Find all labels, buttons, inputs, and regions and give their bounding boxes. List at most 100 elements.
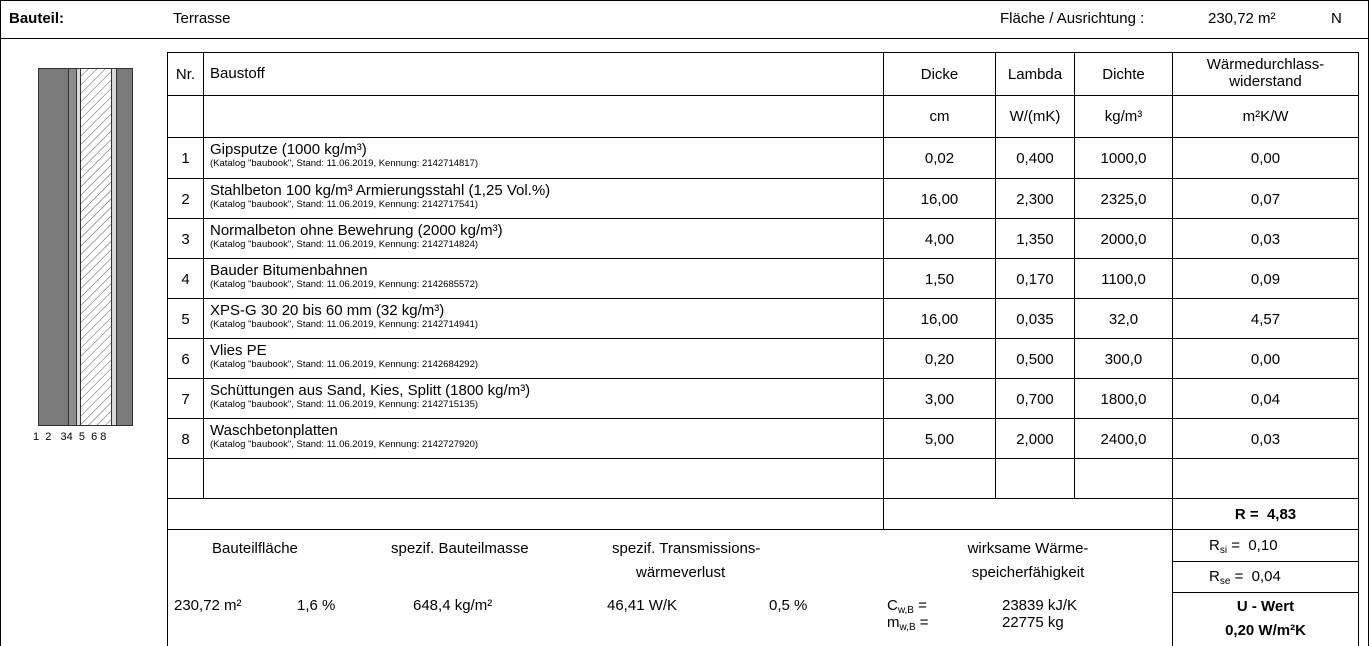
r-total-divider <box>167 529 1359 530</box>
rsi-symbol: R <box>1209 537 1220 554</box>
layer-material-name: XPS-G 30 20 bis 60 mm (32 kg/m³) <box>210 302 445 319</box>
layer-2-fill <box>38 68 69 426</box>
orientation-value: N <box>1331 10 1342 27</box>
layer-material-name: Waschbetonplatten <box>210 422 338 439</box>
rse-symbol: R <box>1209 568 1220 585</box>
layer-density: 2000,0 <box>1100 230 1147 248</box>
summary-transmission-label-2: wärmeverlust <box>636 564 726 581</box>
unit-resistance: m²K/W <box>1242 108 1289 125</box>
layer-number-labels: 1 2 34 5 6 8 <box>33 431 107 443</box>
row-divider <box>167 458 1359 459</box>
layer-material-catalog: (Katalog "baubook", Stand: 11.06.2019, K… <box>210 399 479 410</box>
layer-3-fill <box>68 68 77 426</box>
summary-mass-label: spezif. Bauteilmasse <box>391 540 529 557</box>
frame-left <box>0 0 1 646</box>
header-divider <box>0 38 1369 39</box>
layer-density: 300,0 <box>1104 350 1143 368</box>
layer-thickness: 0,02 <box>924 149 955 167</box>
summary-mass-value: 648,4 kg/m² <box>413 597 493 614</box>
col-density-divider <box>1172 52 1173 646</box>
layer-material: Waschbetonplatten (Katalog "baubook", Sta… <box>210 422 880 450</box>
layer-8-fill <box>116 68 133 426</box>
u-value-label: U - Wert <box>1236 598 1295 615</box>
row-divider <box>167 298 1359 299</box>
layer-7-fill <box>111 68 117 426</box>
summary-transmission-value: 46,41 W/K <box>607 597 678 614</box>
col-header-lambda: Lambda <box>1007 65 1063 83</box>
r-total: R = 4,83 <box>1173 499 1358 529</box>
unit-lambda: W/(mK) <box>1009 108 1061 125</box>
layer-thickness: 4,00 <box>924 230 955 248</box>
layer-lambda: 0,500 <box>1016 350 1054 368</box>
layer-material-name: Gipsputze (1000 kg/m³) <box>210 141 367 158</box>
layer-material-catalog: (Katalog "baubook", Stand: 11.06.2019, K… <box>210 359 479 370</box>
layer-resistance: 0,00 <box>1250 350 1281 368</box>
layer-thickness: 16,00 <box>920 190 959 208</box>
layer-nr: 4 <box>181 270 190 288</box>
layer-material-name: Stahlbeton 100 kg/m³ Armierungsstahl (1,… <box>210 182 551 199</box>
table-top <box>167 52 1359 53</box>
layer-lambda: 0,035 <box>1016 310 1054 328</box>
summary-area-percent: 1,6 % <box>297 597 336 614</box>
layer-material: Stahlbeton 100 kg/m³ Armierungsstahl (1,… <box>210 182 880 210</box>
row-divider <box>167 258 1359 259</box>
mwb-equals: = <box>919 614 929 631</box>
col-header-resistance-line2: widerstand <box>1229 73 1302 90</box>
layer-material: Normalbeton ohne Bewehrung (2000 kg/m³)(… <box>210 222 880 250</box>
layer-thickness: 1,50 <box>924 270 955 288</box>
layer-resistance: 0,03 <box>1250 230 1281 248</box>
layer-density: 1100,0 <box>1101 270 1146 288</box>
layer-nr: 1 <box>181 149 190 167</box>
unit-thickness: cm <box>929 108 950 125</box>
layer-material-name: Schüttungen aus Sand, Kies, Splitt (1800… <box>210 382 531 399</box>
table-left <box>167 52 168 646</box>
layer-resistance: 0,09 <box>1250 270 1281 288</box>
layer-material-catalog: (Katalog "baubook", Stand: 11.06.2019, K… <box>210 279 479 290</box>
cwb-equals: = <box>918 597 927 614</box>
layer-resistance: 0,03 <box>1250 430 1281 448</box>
component-label: Bauteil: <box>9 10 65 27</box>
cwb-value: 23839 kJ/K <box>1002 597 1078 614</box>
layer-resistance: 0,07 <box>1250 190 1281 208</box>
layer-lambda: 0,170 <box>1016 270 1054 288</box>
layer-material-catalog: (Katalog "baubook", Stand: 11.06.2019, K… <box>210 199 479 210</box>
layer-material-catalog: (Katalog "baubook", Stand: 11.06.2019, K… <box>210 319 479 330</box>
rse-value: = 0,04 <box>1234 568 1281 585</box>
mwb-symbol: m <box>887 614 900 631</box>
unit-density: kg/m³ <box>1104 108 1143 125</box>
col-header-nr: Nr. <box>175 65 196 83</box>
layer-nr: 7 <box>181 390 190 408</box>
rse: Rse = 0,04 <box>1209 568 1281 587</box>
layer-nr: 2 <box>181 190 190 208</box>
frame-top <box>0 0 1369 1</box>
layer-lambda: 2,300 <box>1016 190 1054 208</box>
header-row-divider <box>167 95 1359 96</box>
layer-material-catalog: (Katalog "baubook", Stand: 11.06.2019, K… <box>210 239 479 250</box>
col-lambda-divider <box>1074 52 1075 498</box>
col-thickness-divider <box>995 52 996 498</box>
layer-nr: 3 <box>181 230 190 248</box>
rsi-subscript: si <box>1219 545 1228 556</box>
component-name: Terrasse <box>173 10 231 27</box>
layer-thickness: 3,00 <box>924 390 955 408</box>
r-total-value: 4,83 <box>1266 505 1297 523</box>
layer-thickness: 16,00 <box>920 310 959 328</box>
layer-material-name: Bauder Bitumenbahnen <box>210 262 368 279</box>
summary-area-value: 230,72 m² <box>174 597 242 614</box>
layer-material-name: Vlies PE <box>210 342 267 359</box>
layer-material-name: Normalbeton ohne Bewehrung (2000 kg/m³) <box>210 222 503 239</box>
row-divider <box>167 378 1359 379</box>
layer-density: 2400,0 <box>1100 430 1147 448</box>
layer-material: Gipsputze (1000 kg/m³) (Katalog "baubook"… <box>210 141 880 169</box>
row-divider <box>167 418 1359 419</box>
col-material-divider <box>883 52 884 529</box>
rse-divider <box>1172 592 1359 593</box>
layer-5-fill <box>80 68 112 426</box>
layer-density: 1800,0 <box>1100 390 1147 408</box>
rsi: Rsi = 0,10 <box>1209 537 1278 556</box>
summary-transmission-label-1: spezif. Transmissions- <box>612 540 761 557</box>
layer-material: XPS-G 30 20 bis 60 mm (32 kg/m³) (Katalog… <box>210 302 880 330</box>
layer-resistance: 0,04 <box>1250 390 1281 408</box>
layer-resistance: 0,00 <box>1250 149 1281 167</box>
